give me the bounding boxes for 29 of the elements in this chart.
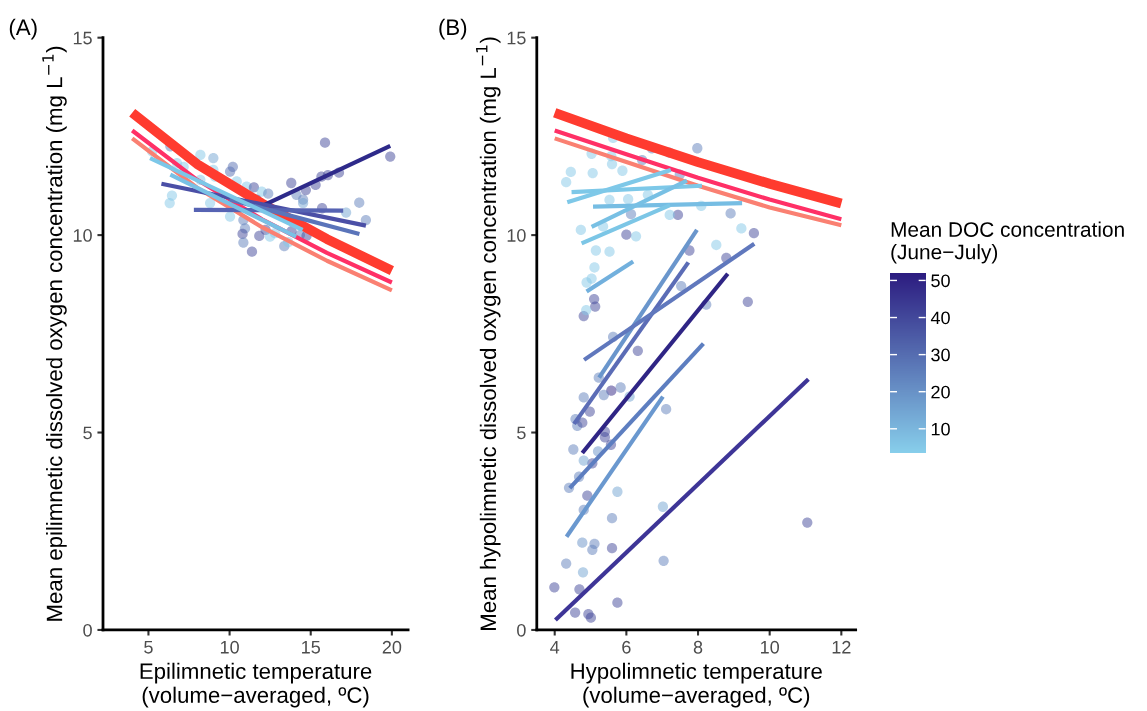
y-tick-label: 15 — [507, 31, 526, 45]
y-axis-title: Mean epilimnetic dissolved oxygen concentration (mg L$^{−1}$) — [42, 46, 67, 621]
color-bar-label: 10 — [931, 422, 950, 436]
y-tick-label: 10 — [507, 229, 526, 242]
x-axis-title: Hypolimnetic temperature (volume−averaged, ºC) — [571, 662, 822, 708]
x-tick-label: 10 — [761, 640, 780, 654]
x-axis-title: Epilimnetic temperature (volume−averaged, ºC) — [140, 662, 372, 708]
x-tick-label: 5 — [144, 641, 153, 654]
x-tick-label: 4 — [550, 641, 560, 654]
y-tick-label: 0 — [517, 623, 526, 637]
color-bar-label: 40 — [930, 311, 950, 325]
y-tick-label: 15 — [73, 31, 92, 45]
color-bar-title: Mean DOC concentration (June−July) — [891, 221, 1124, 264]
chart-title: (A) — [9, 18, 37, 40]
color-bar-label: 20 — [931, 385, 950, 399]
x-tick-label: 10 — [220, 640, 239, 654]
y-tick-label: 0 — [83, 623, 92, 637]
x-tick-label: 12 — [832, 640, 851, 654]
x-tick-label: 8 — [693, 640, 703, 654]
y-tick-label: 5 — [517, 426, 526, 440]
x-tick-label: 15 — [302, 641, 321, 654]
color-bar-label: 50 — [931, 274, 950, 288]
y-tick-label: 5 — [83, 426, 92, 440]
color-bar-label: 30 — [931, 348, 950, 362]
x-tick-label: 6 — [622, 640, 631, 654]
x-tick-label: 20 — [382, 640, 402, 654]
chart-title: (B) — [439, 18, 467, 40]
y-axis-title: Mean hypolimnetic dissolved oxygen concentration (mg L$^{−1}$) — [476, 37, 501, 630]
y-tick-label: 10 — [73, 229, 92, 242]
